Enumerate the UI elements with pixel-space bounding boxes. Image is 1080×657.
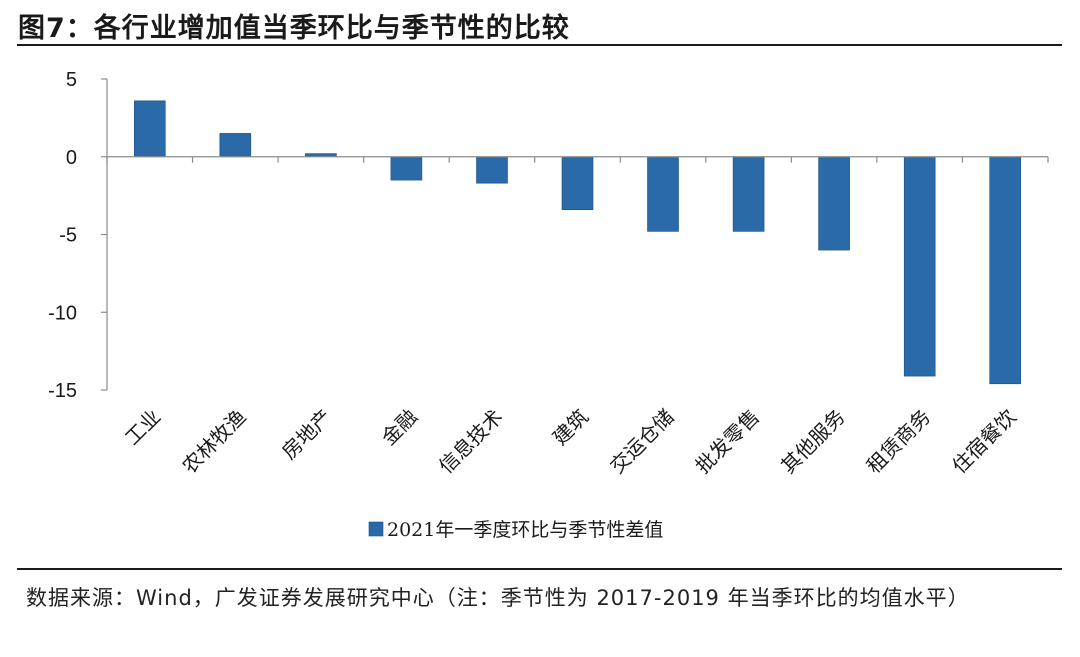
bar-9: [818, 156, 850, 251]
y-tick-label: -10: [48, 302, 77, 324]
bar-1: [134, 100, 166, 158]
x-tick-label: 交运仓储: [605, 405, 679, 479]
bar-10: [903, 156, 936, 377]
y-tick-label: 0: [66, 147, 77, 169]
x-tick-label: 批发零售: [691, 405, 765, 479]
bar-8: [732, 156, 765, 232]
y-tick-label: -5: [59, 225, 77, 247]
legend: 2021年一季度环比与季节性差值: [368, 519, 663, 541]
x-tick-label: 租赁商务: [862, 405, 936, 479]
source-note: 数据来源：Wind，广发证券发展研究中心（注：季节性为 2017-2019 年当…: [26, 586, 970, 610]
figure-title: 图7：各行业增加值当季环比与季节性的比较: [18, 13, 570, 44]
x-tick-label: 房地产: [277, 405, 336, 464]
bar-2: [219, 133, 252, 157]
x-tick-label: 住宿餐饮: [947, 405, 1021, 479]
bars: [134, 100, 1022, 385]
bar-4: [390, 156, 423, 181]
legend-label: 2021年一季度环比与季节性差值: [387, 519, 663, 541]
x-tick-label: 其他服务: [776, 405, 850, 479]
x-tick-label: 农林牧渔: [177, 405, 251, 479]
x-tick-label: 信息技术: [434, 405, 508, 479]
bar-chart: 5 0 -5 -10 -15 工业 农林牧渔 房地产 金融 信息技术 建筑 交运仓储 批发零售 其他服务…: [48, 69, 1049, 541]
bar-5: [476, 156, 508, 184]
title-divider: [17, 44, 1062, 46]
x-tick-label: 建筑: [548, 405, 593, 450]
x-tick-label: 工业: [120, 405, 165, 450]
source-divider: [17, 568, 1062, 570]
bar-11: [989, 156, 1022, 385]
y-tick-label: 5: [66, 69, 77, 91]
y-tick-label: -15: [48, 380, 77, 402]
y-axis: 5 0 -5 -10 -15: [48, 69, 108, 402]
bar-7: [647, 156, 679, 232]
x-tick-label: 金融: [377, 405, 422, 450]
legend-swatch: [368, 521, 384, 537]
bar-6: [561, 156, 594, 211]
